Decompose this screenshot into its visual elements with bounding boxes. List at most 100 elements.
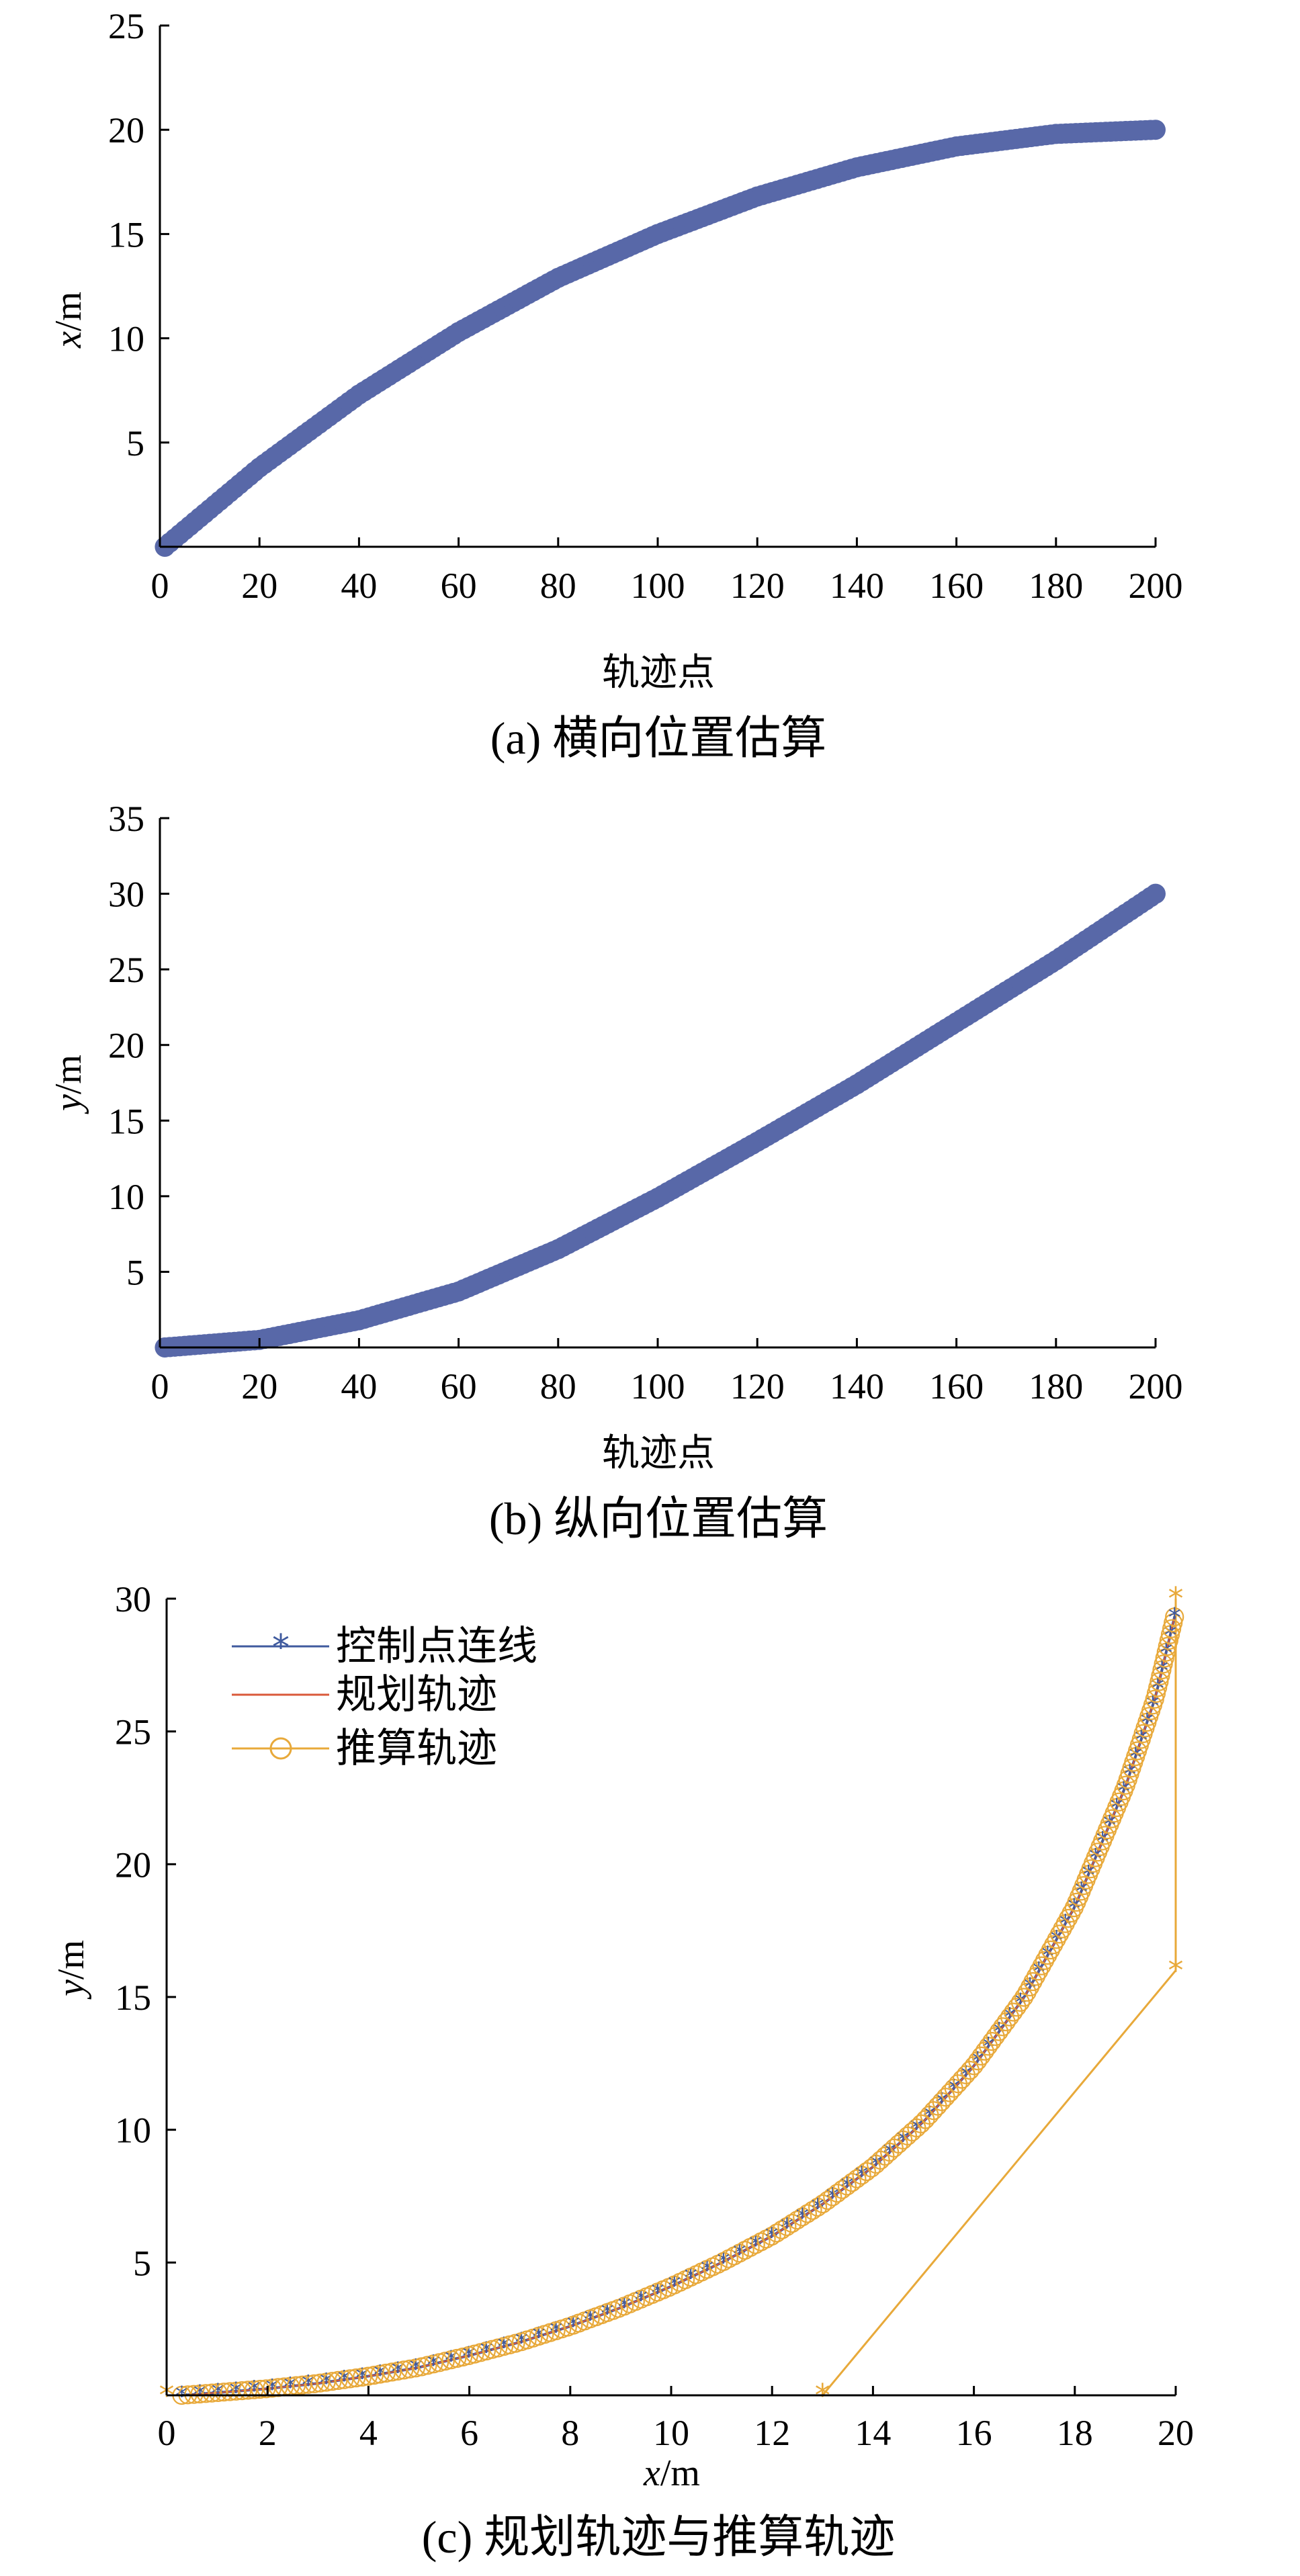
panel-b-ticks: 0 20 40 60 80 100 120 140 160 180 200 5 10 15 20 25 30 35 [108,799,1183,1407]
series-3-marker [1017,1982,1037,2002]
panel-a-marks [155,120,1166,557]
panel-b-y-label: y/m [48,1055,89,1114]
series-1-marker: * [993,2018,1006,2047]
series-1-marker: * [374,2360,386,2390]
panel-b-x-tick-label: 20 [241,1366,277,1407]
panel-a-x-tick-label: 20 [241,566,277,606]
data-point [1145,120,1166,140]
control-point-marker: * [1168,1581,1184,1617]
series-1-marker: * [392,2357,404,2387]
panel-a-y-tick-label: 5 [126,423,144,463]
panel-c-x-tick-label: 18 [1057,2413,1093,2453]
series-3-marker [1165,1607,1184,1627]
series-1-marker: * [701,2256,713,2285]
series-1-marker: * [1033,1957,1045,1986]
panel-a-x-tick-label: 160 [929,566,984,606]
panel-c-x-tick-label: 2 [259,2413,277,2453]
series-3-marker [322,2372,342,2391]
legend-label-series-1: 控制点连线 [336,1624,537,1669]
panel-a-x-tick-label: 100 [631,566,685,606]
panel-b-y-tick-label: 25 [108,950,144,990]
panel-c-marks: **** * * * * * * * * * * * * * * * * * * * * * * * * * * * * * * * * * * * *… [159,1581,1184,2413]
panel-b-x-label: 轨迹点 [602,1433,715,1474]
panel-a-x-tick-label: 60 [441,566,477,606]
series-3-marker [341,2369,360,2389]
series-1-marker: * [1050,1925,1063,1955]
data-point [1145,883,1166,904]
series-3-marker [968,2051,988,2071]
panel-c-y-tick-label: 5 [133,2243,151,2283]
series-3-marker [1004,2002,1023,2022]
series-3-marker [719,2249,738,2268]
series-3-marker [756,2229,776,2249]
panel-a-caption: (a) 横向位置估算 [490,713,826,764]
series-3-marker [406,2358,426,2378]
panel-b-x-tick-label: 100 [631,1366,685,1407]
series-3-marker [740,2237,760,2257]
series-3-marker [1023,1972,1043,1992]
panel-b-x-tick-label: 160 [929,1366,984,1407]
panel-b-marks [155,883,1166,1358]
series-3-marker [964,2056,984,2076]
series-3-marker [813,2194,832,2214]
series-3-marker [1038,1945,1057,1965]
panel-c-y-tick-label: 25 [115,1712,151,1752]
panel-b-y-tick-label: 10 [108,1177,144,1217]
panel-c-x-tick-label: 20 [1158,2413,1194,2453]
series-3-marker [370,2364,390,2384]
panel-a-x-tick-label: 140 [830,566,884,606]
series-1-marker: * [1152,1673,1164,1703]
series-3-marker [304,2374,324,2393]
legend: * 控制点连线 规划轨迹 推算轨迹 [232,1624,537,1771]
series-3-marker [724,2246,744,2266]
panel-a-y-tick-label: 15 [108,214,144,255]
series-3-marker [1029,1961,1049,1981]
series-3-marker [352,2367,372,2387]
panel-c-y-tick-label: 20 [115,1845,151,1885]
series-3-marker [793,2207,812,2227]
panel-a: 0 20 40 60 80 100 120 140 160 180 200 5 10 15 20 25 x/m… [48,6,1183,764]
series-3-marker [746,2235,765,2254]
series-3-marker [797,2204,818,2223]
panel-c-x-tick-label: 0 [158,2413,176,2453]
series-1-marker: * [1004,2003,1016,2033]
panel-b-x-tick-label: 180 [1029,1366,1083,1407]
series-3-marker [214,2383,234,2402]
series-3-marker [388,2361,408,2381]
series-1-marker: * [1164,1621,1177,1650]
series-3-marker [852,2166,871,2185]
legend-circle-icon [269,1737,292,1760]
series-3-marker [292,2375,312,2395]
series-3-marker [818,2190,838,2210]
legend-asterisk-icon: * [272,1628,290,1668]
series-1-marker: * [1041,1941,1054,1971]
panel-b-x-tick-label: 80 [540,1366,576,1407]
panel-b-y-tick-label: 20 [108,1026,144,1066]
series-3-marker [335,2370,354,2389]
series-3-marker [298,2374,318,2394]
series-3-marker [828,2184,847,2203]
panel-b-caption: (b) 纵向位置估算 [489,1493,828,1544]
panel-c-ticks: 0 2 4 6 8 10 12 14 16 18 20 5 10 15 20 25 30 [115,1579,1194,2453]
series-3-marker [376,2363,396,2383]
series-3-marker [837,2176,857,2196]
panel-b-x-tick-label: 200 [1129,1366,1183,1407]
series-3-marker [782,2213,802,2233]
panel-c-x-tick-label: 6 [460,2413,478,2453]
panel-a-y-tick-label: 25 [108,6,144,46]
series-3-marker [993,2017,1012,2037]
panel-b-y-tick-label: 35 [108,799,144,839]
series-3-marker [251,2379,270,2399]
series-3-marker [842,2173,862,2192]
panel-a-y-label: x/m [48,292,89,349]
panel-c-x-label: x/m [643,2452,700,2494]
series-3-marker [1047,1930,1066,1949]
series-3-marker [310,2373,330,2393]
panel-b-x-tick-label: 40 [341,1366,377,1407]
series-3-marker [329,2370,348,2390]
series-3-marker [751,2232,771,2252]
series-1-marker: * [1160,1638,1172,1668]
panel-c-y-tick-label: 15 [115,1978,151,2018]
series-3-marker [857,2162,877,2182]
